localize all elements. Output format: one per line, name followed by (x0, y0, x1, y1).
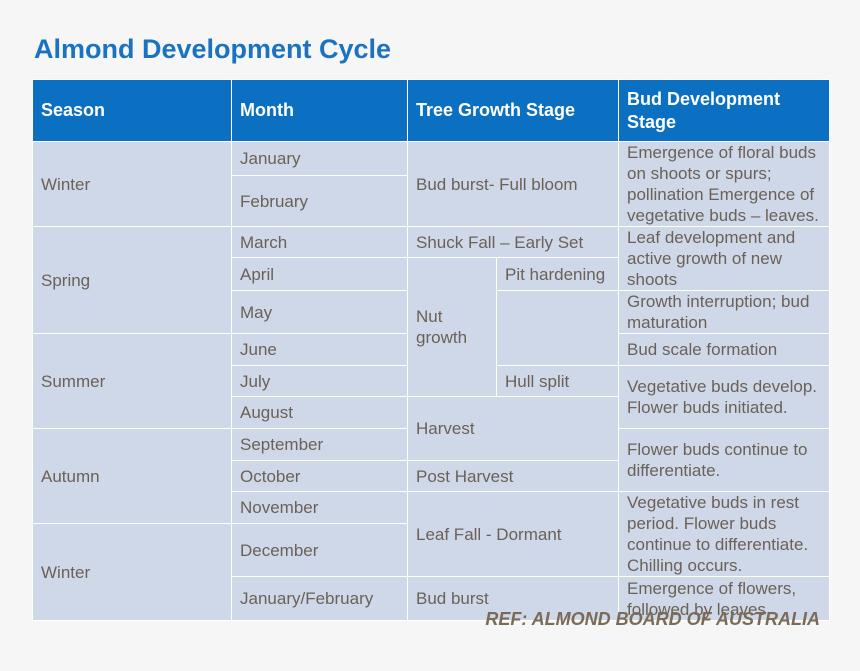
table-row: Winter January Bud burst- Full bloom Eme… (32, 140, 831, 227)
tree-substage-cell: Pit hardening (495, 257, 620, 291)
bud-stage-cell: Growth interruption; bud maturation (618, 290, 831, 334)
season-cell: Spring (32, 226, 232, 334)
month-cell: September (231, 428, 408, 461)
tree-stage-cell: Nut growth (407, 257, 497, 397)
tree-stage-cell: Shuck Fall – Early Set (406, 226, 620, 258)
reference-note: REF: ALMOND BOARD OF AUSTRALIA (485, 609, 820, 629)
header-row: Season Month Tree Growth Stage Bud Devel… (32, 79, 831, 142)
month-cell: December (231, 523, 408, 577)
season-cell: Winter (32, 141, 232, 227)
table-row: Summer June Bud scale formation (32, 333, 831, 429)
table-row: Spring March Shuck Fall – Early Set Leaf… (32, 226, 831, 334)
tree-substage-cell: Hull split (495, 365, 620, 397)
header-season: Season (32, 79, 232, 142)
month-cell: January (231, 140, 408, 177)
month-cell: May (231, 290, 408, 334)
season-cell: Winter (32, 523, 232, 621)
tree-stage-cell: Post Harvest (406, 460, 620, 492)
development-cycle-table: Season Month Tree Growth Stage Bud Devel… (32, 79, 831, 621)
table-row: January/February Bud burst Emergence of … (33, 576, 831, 621)
month-cell: April (231, 257, 408, 291)
month-cell: July (231, 365, 408, 397)
table-row: April Nut growth Pit hardening (33, 257, 830, 397)
table-row: July Hull split Vegetative buds develop.… (33, 365, 831, 429)
month-cell: October (231, 460, 408, 492)
bud-stage-cell: Vegetative buds in rest period. Flower b… (618, 491, 831, 577)
tree-stage-cell: Leaf Fall - Dormant (406, 491, 620, 577)
bud-stage-cell: Emergence of flowers, followed by leaves (618, 576, 831, 621)
month-cell: March (231, 226, 408, 258)
month-cell: August (231, 396, 408, 429)
month-cell: January/February (231, 576, 408, 621)
bud-stage-cell: Emergence of floral buds on shoots or sp… (618, 141, 831, 227)
table-row: February (33, 175, 830, 227)
tree-stage-cell: Bud burst- Full bloom (406, 141, 620, 227)
header-bud-development-stage: Bud Development Stage (618, 79, 831, 142)
table-row: Autumn September Flower buds continue to… (32, 428, 831, 524)
month-cell: November (231, 491, 408, 524)
tree-stage-cell: Bud burst (406, 576, 620, 621)
bud-stage-cell: Leaf development and active growth of ne… (618, 226, 831, 291)
season-cell: Summer (32, 333, 232, 429)
bud-stage-cell: Vegetative buds develop. Flower buds ini… (618, 365, 831, 429)
tree-substage-cell (495, 290, 620, 366)
table-row: Winter December (32, 523, 830, 621)
tree-stage-cell: Harvest (406, 396, 620, 461)
header-tree-growth-stage: Tree Growth Stage (406, 79, 620, 142)
month-cell: February (231, 175, 408, 227)
header-month: Month (231, 79, 408, 142)
table-row: May Growth interruption; bud maturation (33, 290, 831, 366)
table-row: August Harvest (33, 396, 830, 461)
month-cell: June (231, 333, 408, 366)
page-title: Almond Development Cycle (34, 34, 392, 64)
season-cell: Autumn (32, 428, 232, 524)
table-row: November Leaf Fall - Dormant Vegetative … (33, 491, 831, 577)
bud-stage-cell: Bud scale formation (618, 333, 831, 366)
bud-stage-cell: Flower buds continue to differentiate. (618, 428, 831, 492)
